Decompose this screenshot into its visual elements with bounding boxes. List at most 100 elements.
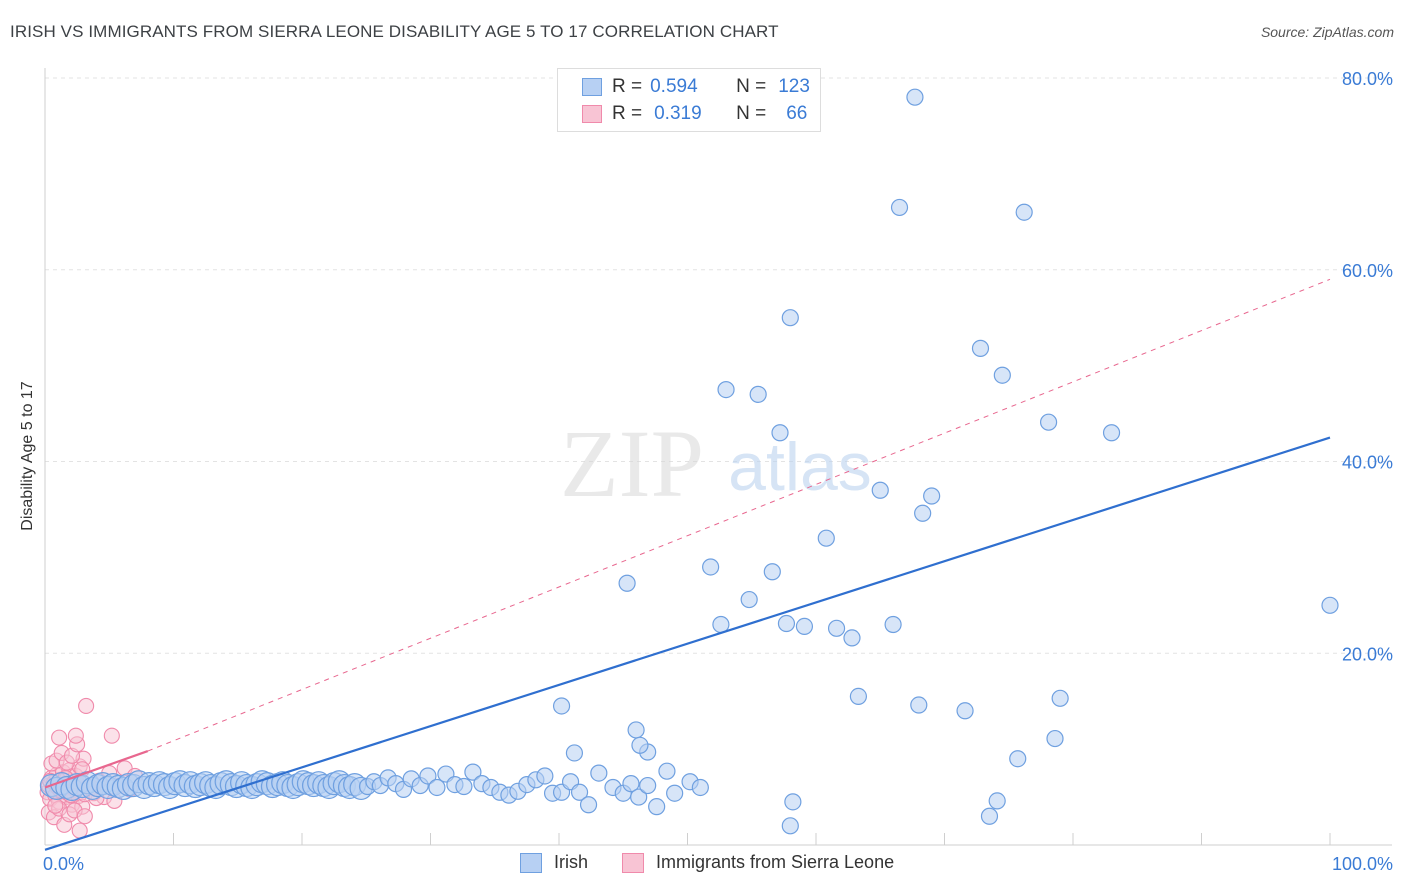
sierra-point bbox=[67, 727, 84, 744]
irish-n-value: 123 bbox=[778, 76, 810, 97]
irish-point bbox=[419, 767, 437, 785]
irish-point bbox=[702, 558, 720, 576]
irish-point bbox=[1015, 203, 1033, 221]
irish-point bbox=[455, 777, 473, 796]
bottom-irish-swatch bbox=[520, 852, 542, 873]
bottom-legend-sierra: Immigrants from Sierra Leone bbox=[622, 852, 894, 873]
irish-point bbox=[988, 792, 1006, 810]
bottom-sierra-label: Immigrants from Sierra Leone bbox=[656, 852, 895, 872]
irish-point bbox=[817, 529, 835, 547]
trendlines bbox=[44, 278, 1331, 851]
y-axis-title: Disability Age 5 to 17 bbox=[19, 381, 36, 531]
irish-point bbox=[1009, 750, 1027, 768]
irish-point bbox=[666, 784, 684, 802]
bottom-sierra-swatch bbox=[622, 852, 644, 873]
irish-point bbox=[914, 504, 932, 522]
irish-point bbox=[622, 775, 640, 793]
irish-point bbox=[781, 817, 799, 835]
sierra-swatch bbox=[582, 105, 602, 123]
irish-point bbox=[980, 807, 999, 825]
irish-trendline bbox=[44, 436, 1331, 851]
irish-point bbox=[871, 481, 889, 499]
bottom-irish-label: Irish bbox=[554, 852, 589, 872]
irish-point bbox=[428, 778, 446, 797]
irish-point bbox=[749, 385, 767, 403]
irish-point bbox=[849, 687, 868, 705]
y-tick-label: 20.0% bbox=[1342, 644, 1393, 664]
irish-point bbox=[1102, 424, 1121, 442]
irish-point bbox=[631, 736, 649, 754]
irish-point bbox=[579, 796, 598, 814]
irish-point bbox=[1051, 689, 1069, 707]
irish-point bbox=[639, 776, 657, 795]
irish-point bbox=[843, 629, 861, 647]
correlation-legend: R = 0.594 N = 123 R = 0.319 N = 66 bbox=[557, 68, 821, 132]
irish-point bbox=[691, 778, 709, 797]
sierra-point bbox=[103, 727, 120, 744]
irish-point bbox=[1321, 596, 1339, 614]
sierra-point bbox=[51, 729, 68, 746]
y-tick-label: 60.0% bbox=[1342, 261, 1393, 281]
x-tick-label: 100.0% bbox=[1332, 854, 1393, 874]
irish-point bbox=[658, 762, 676, 780]
sierra-r-value: 0.319 bbox=[654, 103, 702, 124]
irish-point bbox=[464, 763, 482, 781]
irish-point bbox=[630, 788, 648, 806]
irish-point bbox=[890, 198, 909, 217]
irish-point bbox=[618, 574, 636, 592]
y-tick-label: 80.0% bbox=[1342, 69, 1393, 89]
irish-point bbox=[570, 783, 589, 801]
irish-point bbox=[884, 615, 902, 634]
irish-point bbox=[777, 614, 796, 633]
sierra-leone-points bbox=[39, 697, 143, 839]
irish-point bbox=[971, 339, 990, 357]
irish-point bbox=[923, 487, 941, 505]
irish-r-label: R = bbox=[612, 76, 643, 97]
sierra-n-value: 66 bbox=[786, 103, 808, 124]
irish-point bbox=[784, 793, 802, 811]
irish-point bbox=[993, 366, 1011, 384]
sierra-n-label: N = bbox=[736, 103, 767, 124]
legend-row-irish: R = 0.594 N = 123 bbox=[582, 75, 810, 99]
watermark-zip: ZIP bbox=[560, 410, 704, 517]
irish-point bbox=[771, 424, 789, 442]
sierra-trendline bbox=[44, 750, 149, 789]
irish-point bbox=[648, 798, 666, 816]
irish-swatch bbox=[582, 78, 602, 96]
watermark: ZIP atlas bbox=[560, 410, 872, 517]
irish-point bbox=[795, 617, 814, 636]
y-tick-label: 40.0% bbox=[1342, 453, 1393, 473]
irish-point bbox=[552, 697, 571, 715]
sierra-r-label: R = bbox=[612, 103, 643, 124]
sierra-point bbox=[76, 808, 93, 825]
tick-labels: 20.0% 40.0% 60.0% 80.0% 0.0% 100.0% bbox=[43, 69, 1393, 874]
irish-point bbox=[956, 702, 974, 720]
x-tick-label: 0.0% bbox=[43, 854, 84, 874]
irish-point bbox=[590, 764, 608, 782]
irish-point bbox=[565, 744, 584, 762]
irish-point bbox=[740, 590, 758, 609]
sierra-point bbox=[47, 797, 64, 814]
irish-point bbox=[1039, 413, 1058, 431]
irish-points bbox=[39, 88, 1339, 835]
irish-r-value: 0.594 bbox=[650, 76, 698, 97]
irish-point bbox=[910, 696, 928, 714]
watermark-atlas: atlas bbox=[728, 429, 872, 505]
sierra-trendline-extension bbox=[147, 278, 1331, 752]
irish-point bbox=[1046, 729, 1064, 748]
irish-point bbox=[536, 767, 554, 785]
sierra-point bbox=[78, 697, 95, 715]
irish-n-label: N = bbox=[736, 76, 767, 97]
irish-point bbox=[763, 563, 781, 581]
gridlines bbox=[45, 77, 1392, 654]
irish-point bbox=[827, 619, 846, 637]
irish-point bbox=[717, 380, 735, 399]
irish-point bbox=[906, 88, 924, 106]
chart-title: IRISH VS IMMIGRANTS FROM SIERRA LEONE DI… bbox=[10, 22, 779, 41]
source-credit: Source: ZipAtlas.com bbox=[1260, 24, 1394, 40]
irish-point bbox=[781, 309, 799, 327]
bottom-legend-irish: Irish bbox=[520, 852, 588, 873]
legend-row-sierra: R = 0.319 N = 66 bbox=[582, 102, 807, 126]
irish-point bbox=[627, 721, 645, 739]
